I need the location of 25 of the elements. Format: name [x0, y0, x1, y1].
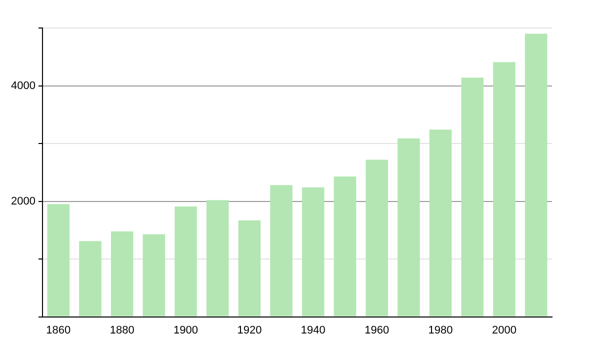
x-tick-label: 1880	[110, 324, 134, 336]
bar	[302, 187, 324, 316]
bar	[493, 62, 516, 316]
bar	[429, 130, 452, 316]
y-tick-label: 4000	[10, 80, 36, 92]
bar	[524, 34, 548, 316]
bar	[206, 200, 229, 316]
x-tick-label: 1940	[300, 324, 326, 336]
bar	[334, 176, 356, 316]
x-tick-label: 1920	[237, 324, 262, 336]
bar	[461, 78, 484, 316]
bar	[79, 241, 102, 316]
bar	[398, 138, 420, 316]
x-tick-label: 1960	[364, 324, 390, 336]
bar	[110, 231, 134, 316]
bar	[270, 185, 292, 316]
bar	[366, 160, 388, 316]
x-tick-label: 1860	[46, 324, 71, 336]
bar	[47, 204, 70, 316]
bar	[238, 220, 261, 316]
x-tick-label: 2000	[492, 324, 516, 336]
bar	[174, 206, 197, 316]
bar	[142, 234, 166, 316]
x-tick-label: 1900	[174, 324, 198, 336]
x-tick-label: 1980	[428, 324, 453, 336]
